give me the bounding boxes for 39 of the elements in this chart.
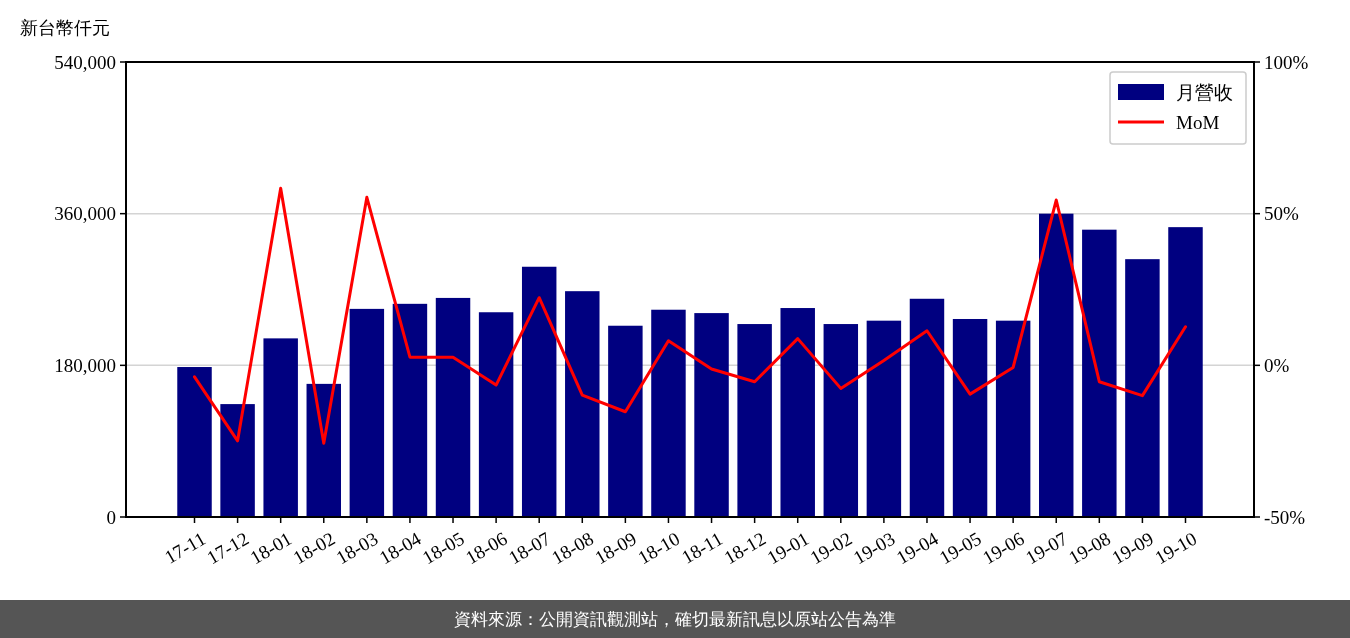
bar	[780, 308, 815, 517]
bar	[909, 298, 945, 517]
bar	[1082, 229, 1117, 517]
y-axis-title: 新台幣仟元	[20, 18, 110, 38]
bar	[565, 291, 600, 517]
y2-tick-label: 0%	[1264, 354, 1290, 376]
bar	[694, 313, 729, 517]
y2-tick-label: 50%	[1264, 203, 1299, 225]
bar	[952, 318, 988, 517]
bar	[263, 338, 298, 517]
bar	[306, 383, 341, 517]
bar	[737, 324, 772, 517]
bar	[220, 404, 255, 517]
source-note: 資料來源：公開資訊觀測站，確切最新訊息以原站公告為準	[454, 608, 896, 629]
bar	[608, 325, 643, 517]
line-series	[193, 186, 1187, 445]
bar	[392, 303, 428, 517]
y2-tick-label: -50%	[1264, 506, 1306, 528]
legend-label: MoM	[1176, 111, 1220, 133]
bar	[1125, 259, 1160, 517]
x-tick-label: 19-08	[1065, 527, 1114, 569]
y-tick-label: 360,000	[54, 203, 116, 225]
bar	[177, 367, 212, 517]
legend-label: 月營收	[1176, 81, 1233, 103]
y2-tick-label: 100%	[1264, 51, 1309, 73]
x-tick-label: 18-08	[548, 527, 597, 569]
bar	[478, 312, 514, 517]
bar	[1168, 227, 1203, 517]
y-tick-label: 540,000	[54, 51, 116, 73]
bar	[651, 309, 686, 517]
bar	[1039, 213, 1074, 517]
bar	[995, 320, 1031, 517]
y-tick-label: 0	[106, 506, 116, 528]
bar	[866, 320, 902, 517]
bar	[823, 324, 859, 517]
y-tick-label: 180,000	[54, 354, 116, 376]
bar	[521, 266, 557, 517]
bar	[435, 297, 471, 517]
bar	[349, 308, 385, 517]
